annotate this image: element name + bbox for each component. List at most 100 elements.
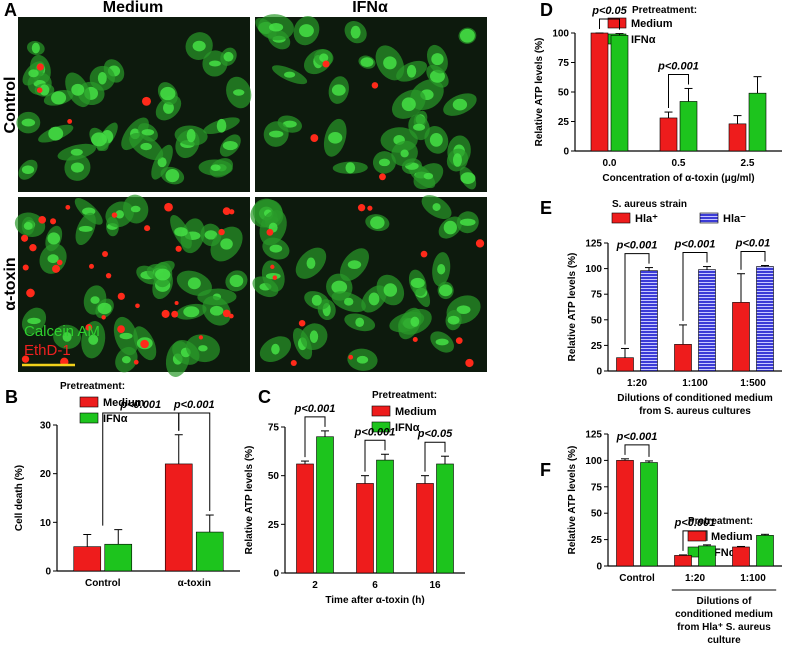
legend-swatch	[79, 412, 99, 424]
nucleus	[222, 140, 238, 151]
nucleus	[186, 128, 196, 143]
dead-cell	[290, 359, 297, 367]
dead-cell	[161, 309, 170, 318]
y-tick-label: 75	[558, 58, 570, 69]
nucleus	[437, 263, 446, 275]
panel-letter: B	[5, 387, 18, 407]
bar	[376, 459, 394, 574]
nucleus	[378, 158, 391, 167]
legend-swatch	[371, 421, 391, 433]
legend-swatch	[687, 530, 707, 542]
stain-label: EthD-1	[24, 342, 71, 359]
dead-cell	[465, 358, 474, 368]
nucleus	[28, 69, 39, 78]
nucleus	[141, 129, 155, 136]
nucleus	[115, 210, 125, 219]
x-axis-label: Dilutions of	[697, 596, 753, 607]
legend-label: IFNα	[711, 547, 736, 559]
x-axis-label: Time after α-toxin (h)	[325, 595, 424, 606]
nucleus	[383, 56, 397, 70]
nucleus	[187, 277, 201, 290]
dead-cell	[111, 212, 118, 218]
nucleus	[91, 132, 107, 147]
bar	[679, 101, 698, 152]
p-value: p<0.001	[616, 240, 658, 252]
nucleus	[299, 24, 314, 38]
x-tick-label: 0.0	[603, 158, 617, 169]
nucleus	[306, 257, 316, 269]
dead-cell	[101, 315, 106, 320]
nucleus	[401, 97, 416, 112]
dead-cell	[198, 335, 204, 340]
nucleus	[456, 305, 471, 314]
panel-letter: C	[258, 387, 271, 407]
p-value: p<0.001	[294, 403, 336, 415]
significance-bracket	[682, 252, 708, 321]
dead-cell	[475, 239, 485, 248]
dead-cell	[67, 119, 73, 124]
error-bar	[753, 76, 762, 94]
legend-swatch	[371, 405, 391, 417]
nucleus	[47, 232, 61, 245]
panel-letter: E	[540, 198, 552, 218]
dead-cell	[21, 355, 30, 363]
bar	[732, 546, 750, 567]
y-axis-label: Relative ATP levels (%)	[567, 253, 578, 362]
bar	[436, 463, 454, 574]
y-tick-label: 100	[552, 29, 569, 40]
nucleus	[140, 142, 152, 151]
error-bar	[301, 460, 309, 464]
y-tick-label: 20	[40, 469, 52, 480]
nucleus	[223, 51, 234, 62]
nucleus	[209, 60, 221, 67]
bar	[296, 463, 314, 574]
nucleus	[345, 162, 356, 174]
nucleus	[163, 101, 174, 114]
error-bar	[737, 273, 745, 303]
error-bar	[441, 455, 449, 464]
significance-bracket	[599, 18, 620, 30]
bar	[195, 531, 224, 572]
legend-swatch	[607, 17, 627, 29]
y-tick-label: 125	[585, 430, 602, 441]
significance-bracket	[178, 412, 211, 512]
dead-cell	[36, 63, 44, 71]
y-tick-label: 0	[596, 367, 602, 378]
error-bar	[621, 347, 629, 358]
bar	[590, 32, 609, 152]
bar	[640, 462, 658, 567]
nucleus	[97, 302, 112, 315]
nucleus	[204, 230, 218, 240]
nucleus	[160, 86, 176, 101]
error-bar	[114, 529, 123, 545]
dead-cell	[140, 339, 149, 349]
y-axis-label: Cell death (%)	[14, 465, 25, 531]
x-tick-label: 1:500	[740, 378, 766, 389]
dead-cell	[133, 359, 139, 365]
nucleus	[21, 165, 35, 175]
nucleus	[331, 84, 346, 96]
microscopy-panel	[14, 14, 487, 377]
y-axis-label: Relative ATP levels (%)	[567, 446, 578, 555]
nucleus	[423, 172, 434, 180]
nucleus	[62, 331, 72, 342]
x-tick-label: 2	[312, 580, 318, 591]
bar	[610, 35, 629, 152]
error-bar	[381, 453, 389, 461]
dead-cell	[367, 205, 373, 211]
nucleus	[350, 25, 361, 39]
nucleus	[410, 277, 425, 288]
legend-title: Pretreatment:	[372, 390, 437, 401]
dead-cell	[65, 204, 71, 210]
nucleus	[229, 274, 244, 288]
significance-bracket	[624, 444, 650, 457]
significance-bracket	[668, 73, 689, 109]
error-bar	[761, 265, 769, 267]
nucleus	[174, 227, 188, 237]
dead-cell	[371, 82, 379, 89]
bar	[748, 92, 767, 152]
y-tick-label: 0	[45, 567, 51, 578]
nucleus	[460, 172, 476, 184]
error-bar	[684, 87, 693, 102]
